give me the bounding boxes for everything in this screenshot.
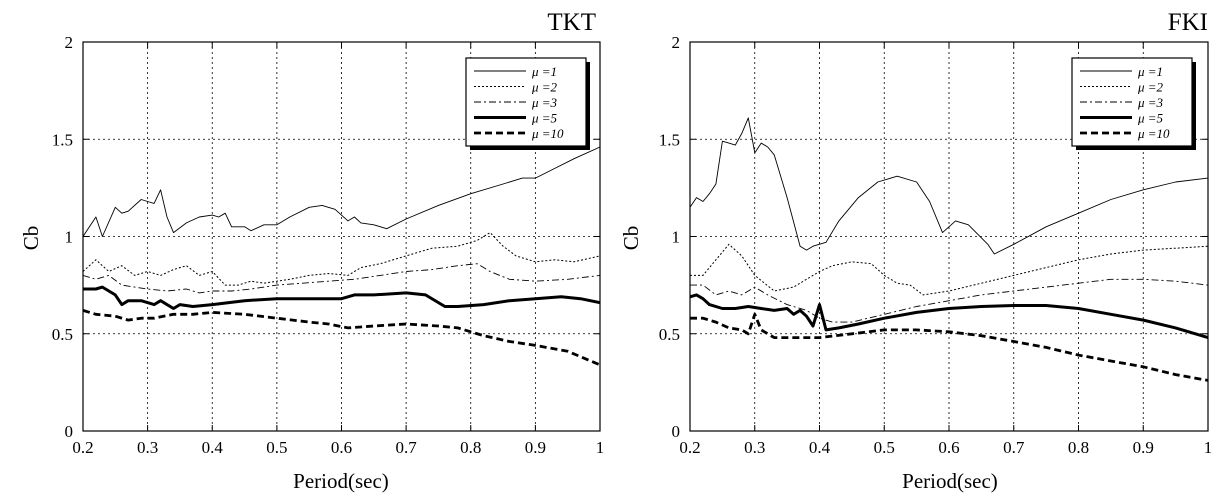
legend-label: μ =2	[1137, 80, 1164, 95]
x-tick-label: 0.2	[679, 438, 700, 457]
x-tick-label: 0.3	[137, 438, 158, 457]
plot-frame	[689, 41, 1209, 432]
x-tick-label: 0.8	[460, 438, 481, 457]
x-tick-label: 1	[1204, 438, 1213, 457]
x-tick-label: 0.7	[1003, 438, 1025, 457]
x-tick-label: 0.2	[72, 438, 93, 457]
chart-title: FKI	[1168, 9, 1208, 36]
y-tick-label: 1.5	[659, 130, 680, 149]
series-group	[83, 146, 600, 367]
series-line-mu-5	[83, 285, 600, 310]
x-tick-label: 0.6	[938, 438, 959, 457]
y-axis-label: Cb	[619, 226, 643, 251]
ticks: 0.2 0.3 0.4 0.5 0.6 0.7 0.8 0.9 1 0 0.5 1 1.5 2	[659, 33, 1213, 457]
x-tick-label: 0.8	[1068, 438, 1089, 457]
y-tick-label: 0.5	[52, 325, 73, 344]
legend-label: μ =5	[1137, 111, 1164, 126]
chart-title: TKT	[547, 9, 596, 36]
x-tick-label: 1	[596, 438, 605, 457]
legend-label: μ =3	[531, 95, 558, 110]
legend: μ =1μ =2μ =3μ =5μ =10	[1071, 57, 1196, 150]
series-group	[690, 117, 1208, 382]
x-axis-label: Period(sec)	[293, 469, 389, 493]
x-tick-label: 0.5	[874, 438, 895, 457]
legend-label: μ =10	[1137, 126, 1170, 141]
legend-label: μ =1	[531, 64, 557, 79]
x-tick-label: 0.6	[331, 438, 352, 457]
legend-label: μ =3	[1137, 95, 1164, 110]
legend-label: μ =5	[531, 111, 558, 126]
y-tick-label: 0	[672, 422, 681, 441]
series-line-mu-1	[690, 117, 1208, 255]
x-tick-label: 0.7	[396, 438, 418, 457]
y-tick-label: 1	[65, 228, 74, 247]
y-tick-label: 1	[672, 228, 681, 247]
plot-frame	[82, 41, 601, 432]
series-line-mu-10	[690, 312, 1208, 382]
legend: μ =1μ =2μ =3μ =5μ =10	[465, 57, 590, 150]
y-tick-label: 2	[65, 33, 74, 52]
series-line-mu-2	[83, 232, 600, 286]
series-line-mu-10	[83, 309, 600, 367]
x-tick-label: 0.5	[266, 438, 287, 457]
x-tick-label: 0.9	[1133, 438, 1154, 457]
y-axis-label: Cb	[19, 226, 43, 251]
legend-label: μ =2	[531, 80, 558, 95]
x-tick-label: 0.9	[525, 438, 546, 457]
legend-label: μ =10	[531, 126, 564, 141]
series-line-mu-5	[690, 293, 1208, 340]
x-tick-label: 0.4	[809, 438, 831, 457]
ticks: 0.2 0.3 0.4 0.5 0.6 0.7 0.8 0.9 1 0 0.5 1 1.5 2	[52, 33, 605, 457]
y-tick-label: 0	[65, 422, 74, 441]
y-tick-label: 2	[672, 33, 681, 52]
series-line-mu-3	[690, 278, 1208, 323]
x-axis-label: Period(sec)	[902, 469, 998, 493]
x-tick-label: 0.4	[202, 438, 224, 457]
chart-fki: FKI Period(sec) Cb 0.2 0.3 0.4 0.5 0.6 0.7 0.8…	[619, 9, 1212, 493]
chart-tkt: TKT Period(sec) Cb 0.2 0.3 0.4 0.5 0.6 0.7 0.8…	[19, 9, 604, 493]
y-tick-label: 1.5	[52, 130, 73, 149]
series-line-mu-1	[83, 146, 600, 237]
series-line-mu-3	[83, 263, 600, 294]
x-tick-label: 0.3	[744, 438, 765, 457]
legend-label: μ =1	[1137, 64, 1163, 79]
y-tick-label: 0.5	[659, 325, 680, 344]
